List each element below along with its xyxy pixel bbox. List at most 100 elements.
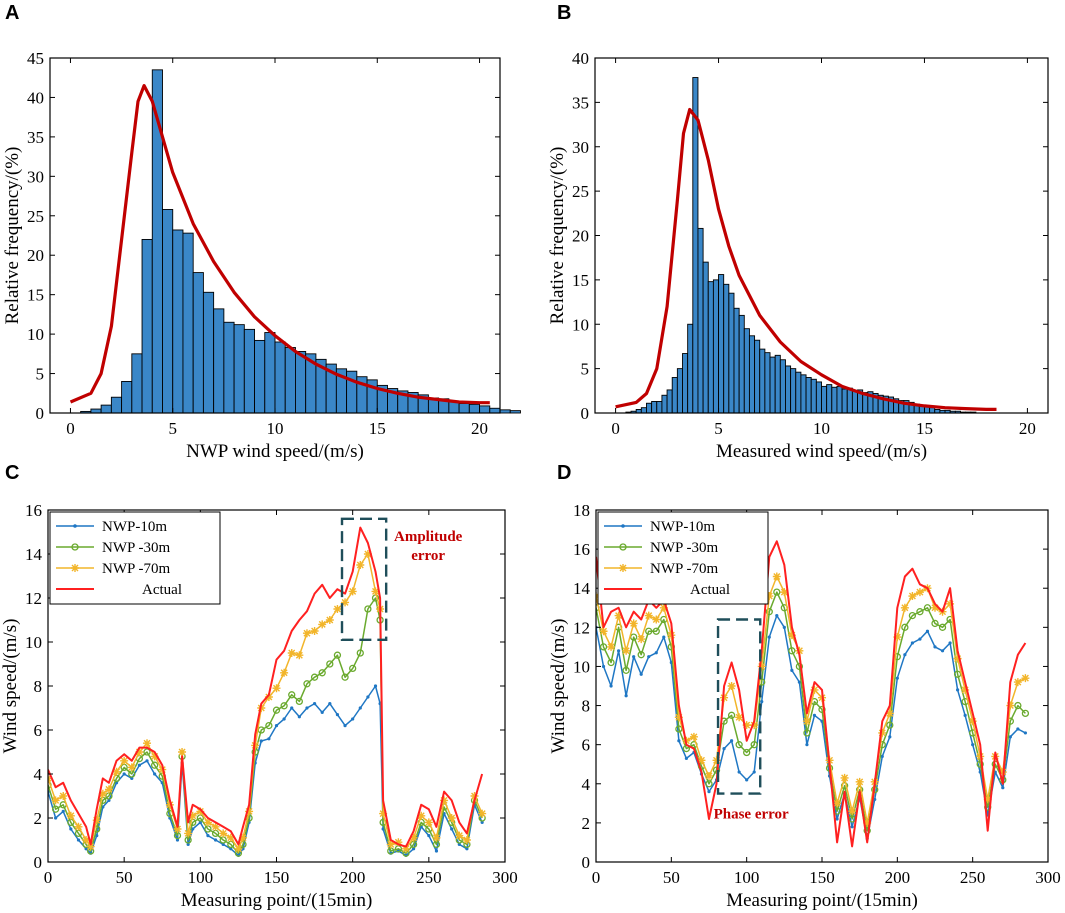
series-marker xyxy=(343,724,347,728)
series-marker xyxy=(637,635,646,644)
series-marker xyxy=(1014,701,1022,710)
series-marker xyxy=(805,743,809,747)
series-marker xyxy=(946,599,955,608)
histogram-bar xyxy=(712,279,719,414)
series-marker xyxy=(470,792,479,800)
series-marker xyxy=(705,780,713,788)
x-tick-label: 250 xyxy=(416,868,442,887)
histogram-bar xyxy=(162,209,174,414)
histogram-bar xyxy=(774,354,781,414)
y-tick-label: 12 xyxy=(573,618,590,637)
panel-letter-b: B xyxy=(557,2,571,24)
legend-label: NWP -70m xyxy=(650,561,719,577)
series-marker xyxy=(450,827,454,831)
series-marker xyxy=(956,688,960,692)
series-marker xyxy=(901,623,909,631)
series-marker xyxy=(760,700,764,704)
series-marker xyxy=(137,763,141,767)
series-marker xyxy=(607,658,615,667)
series-marker xyxy=(417,811,426,820)
panel-b: B 0 5 10 15 20 0 5 10 15 20 25 30 35 40 Measured wind … xyxy=(547,2,1049,462)
histogram-bar xyxy=(851,390,858,414)
series-marker xyxy=(150,752,159,761)
y-tick-label: 5 xyxy=(36,365,45,384)
series-marker xyxy=(120,756,129,765)
series-marker xyxy=(629,619,638,628)
series-marker xyxy=(855,777,864,786)
series-marker xyxy=(622,666,630,675)
histogram-bar xyxy=(254,339,266,414)
series-marker xyxy=(931,603,939,612)
series-marker xyxy=(54,816,58,820)
series-marker xyxy=(143,739,152,748)
series-marker xyxy=(983,795,992,804)
series-marker xyxy=(287,649,296,657)
series-marker xyxy=(684,756,689,760)
series-marker xyxy=(104,785,113,794)
series-marker xyxy=(295,651,304,660)
series-marker xyxy=(750,741,758,749)
series-marker xyxy=(457,842,461,847)
panel-d: D 0 50 100 150 200 250 300 0 2 4 6 8 10 12 14 16 18 Measu… xyxy=(548,462,1061,911)
y-tick-label: 15 xyxy=(572,271,589,290)
histogram-bar xyxy=(810,378,817,414)
series-marker xyxy=(925,629,930,633)
y-tick-label: 35 xyxy=(572,93,589,112)
panel-a: A 0 5 10 15 20 0 5 10 15 20 25 30 35 40 45 NWP wind spe… xyxy=(2,2,521,462)
x-tick-label: 5 xyxy=(168,419,177,438)
series-marker xyxy=(737,770,741,774)
y-tick-label: 8 xyxy=(34,677,43,696)
series-marker xyxy=(305,706,309,710)
legend-marker xyxy=(619,564,627,572)
series-marker xyxy=(880,754,884,759)
series-marker xyxy=(84,847,88,851)
histogram-bar xyxy=(295,351,307,414)
series-marker xyxy=(767,635,771,639)
x-axis-label: Measured wind speed/(m/s) xyxy=(716,441,927,462)
series-marker xyxy=(910,641,915,645)
series-marker xyxy=(848,807,857,816)
series-marker xyxy=(302,629,311,638)
fit-curve xyxy=(69,83,490,405)
series-marker xyxy=(424,818,433,827)
y-tick-label: 16 xyxy=(25,501,42,520)
y-tick-label: 20 xyxy=(27,246,44,265)
series-marker xyxy=(614,611,623,620)
series-line xyxy=(596,575,1026,824)
y-tick-label: 18 xyxy=(573,501,590,520)
x-tick-label: 100 xyxy=(188,868,214,887)
series-marker xyxy=(66,811,75,820)
series-marker xyxy=(259,739,263,743)
histogram-bar xyxy=(468,403,480,414)
series-marker xyxy=(674,713,683,722)
series-line xyxy=(596,540,1027,848)
series-marker xyxy=(238,833,247,842)
series-marker xyxy=(364,605,372,613)
series-marker xyxy=(440,796,449,805)
annotation-label: Phase error xyxy=(714,807,789,823)
series-marker xyxy=(624,694,628,698)
series-marker xyxy=(356,649,364,657)
histogram-bar xyxy=(841,388,848,414)
series-marker xyxy=(326,660,334,668)
series-marker xyxy=(318,669,326,677)
series-marker xyxy=(835,817,839,821)
series-marker xyxy=(184,829,193,838)
histogram-bar xyxy=(676,368,683,414)
histogram-bar xyxy=(202,291,215,414)
series-marker xyxy=(98,789,107,798)
y-tick-label: 4 xyxy=(582,775,591,794)
x-tick-label: 20 xyxy=(471,419,488,438)
series-marker xyxy=(908,592,917,601)
x-tick-label: 300 xyxy=(1035,868,1061,887)
x-tick-label: 200 xyxy=(885,868,911,887)
series-marker xyxy=(349,664,357,673)
annotation-box xyxy=(716,618,762,795)
series-marker xyxy=(886,721,894,729)
series-marker xyxy=(833,799,842,808)
y-tick-label: 30 xyxy=(27,167,44,186)
histogram-bar xyxy=(640,407,647,414)
histogram-bar xyxy=(656,401,663,414)
series-marker xyxy=(953,654,962,663)
